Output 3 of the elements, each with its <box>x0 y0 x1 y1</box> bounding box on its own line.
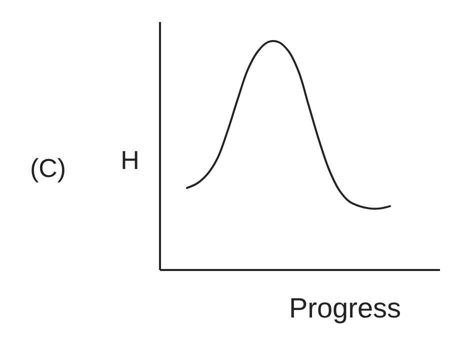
x-axis-title: Progress <box>288 292 402 324</box>
text: (C) <box>30 152 66 183</box>
y-axis-title: H <box>120 144 140 175</box>
